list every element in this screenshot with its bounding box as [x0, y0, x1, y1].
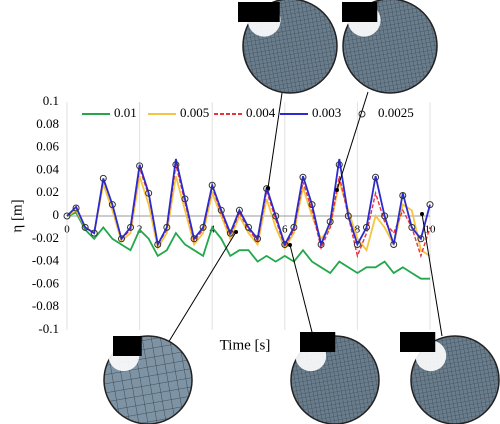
- callout-label-box: [342, 2, 378, 22]
- marker: [290, 223, 298, 231]
- marker: [426, 201, 434, 209]
- callout-label: 0.005: [303, 333, 333, 348]
- marker: [181, 195, 189, 203]
- marker: [399, 191, 407, 199]
- marker: [136, 162, 144, 170]
- y-tick-label: 0: [53, 207, 60, 222]
- marker: [145, 189, 153, 197]
- series-line: [66, 164, 431, 259]
- callout-arrow: [167, 231, 237, 344]
- marker: [90, 229, 98, 237]
- marker: [272, 212, 280, 220]
- marker: [372, 173, 380, 181]
- y-tick-label: 0.08: [36, 116, 59, 131]
- marker: [190, 235, 198, 243]
- x-tick-label: 8: [355, 224, 361, 236]
- y-tick-label: -0.06: [32, 275, 60, 290]
- marker: [344, 212, 352, 220]
- marker: [117, 235, 125, 243]
- callout-tip: [266, 186, 270, 190]
- x-tick-label: 6: [282, 224, 288, 236]
- marker: [362, 223, 370, 231]
- y-tick-label: 0.06: [36, 139, 59, 154]
- marker: [281, 241, 289, 248]
- marker: [199, 223, 207, 231]
- x-axis-label: Time [s]: [220, 337, 271, 353]
- y-tick-label: -0.04: [32, 253, 60, 268]
- series-line: [66, 158, 431, 248]
- legend-label: 0.003: [312, 105, 341, 120]
- marker: [254, 235, 262, 243]
- marker: [72, 204, 80, 212]
- marker: [217, 206, 225, 214]
- callout-label-box: [113, 336, 142, 356]
- callout-label: 0.004: [403, 333, 433, 348]
- callout-arrow: [336, 91, 369, 191]
- marker: [326, 218, 334, 226]
- marker: [235, 206, 243, 214]
- marker: [245, 223, 252, 231]
- marker: [417, 235, 425, 243]
- callout-arrow: [421, 213, 443, 337]
- callout-tip: [234, 230, 238, 234]
- marker: [163, 223, 171, 231]
- callout-label: 0.0025: [241, 3, 277, 18]
- y-tick-label: -0.08: [32, 298, 59, 313]
- y-tick-label: -0.02: [32, 230, 59, 245]
- marker: [390, 241, 398, 248]
- marker: [381, 212, 389, 220]
- callout-label-box: [400, 332, 436, 352]
- y-tick-label: 0.1: [43, 93, 59, 108]
- marker: [127, 223, 135, 231]
- marker: [154, 241, 162, 248]
- marker: [172, 161, 180, 169]
- callout-label-box: [300, 332, 336, 352]
- legend-label: 0.01: [114, 105, 137, 120]
- legend-label: 0.004: [246, 105, 276, 120]
- marker: [81, 223, 89, 231]
- marker: [63, 212, 71, 220]
- legend-label: 0.0025: [378, 105, 414, 120]
- marker: [226, 229, 234, 237]
- x-tick-label: 0: [64, 224, 70, 236]
- marker: [317, 241, 325, 248]
- marker: [208, 181, 216, 189]
- callout-label: 0.01: [116, 337, 139, 352]
- y-tick-label: 0.02: [36, 184, 59, 199]
- callout-tip: [420, 212, 424, 216]
- y-tick-label: -0.1: [38, 321, 59, 336]
- marker: [353, 241, 361, 248]
- marker: [308, 201, 316, 209]
- callout-tip: [335, 188, 339, 192]
- callout-label: 0.003: [345, 3, 375, 18]
- legend-label: 0.005: [180, 105, 209, 120]
- callout-arrow: [267, 92, 283, 189]
- series-line: [66, 211, 430, 280]
- series-line: [66, 175, 431, 257]
- callout-tip: [288, 243, 292, 247]
- marker: [335, 161, 343, 169]
- marker: [99, 174, 107, 182]
- marker: [108, 201, 116, 209]
- callout-arrow: [289, 244, 315, 341]
- x-tick-label: 10: [425, 224, 437, 236]
- marker: [299, 173, 307, 181]
- y-axis-label: η [m]: [9, 199, 25, 232]
- marker: [408, 223, 416, 231]
- callout-label-box: [238, 2, 280, 22]
- y-tick-label: 0.04: [36, 161, 59, 176]
